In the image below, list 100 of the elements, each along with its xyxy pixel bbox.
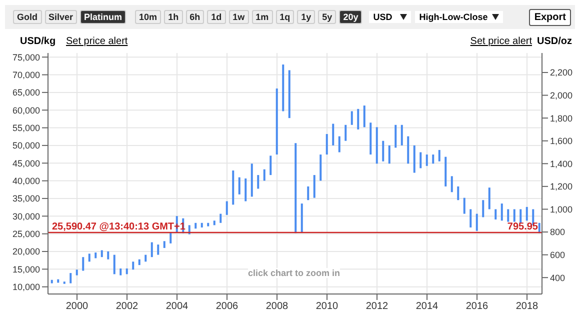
bar bbox=[438, 150, 440, 162]
y-tick-label: 45,000 bbox=[12, 158, 40, 168]
y2-tick-label: 800 bbox=[550, 227, 566, 238]
bar bbox=[120, 268, 122, 276]
y2-axis-title: USD/oz bbox=[537, 36, 572, 47]
bar bbox=[476, 214, 478, 231]
y2-tick-label: 400 bbox=[550, 272, 566, 283]
bar bbox=[213, 220, 216, 226]
y-tick-label: 60,000 bbox=[12, 105, 40, 116]
bar bbox=[338, 136, 340, 152]
bar bbox=[244, 178, 247, 202]
bar bbox=[194, 222, 197, 229]
annotation: click chart to zoom in bbox=[248, 268, 340, 278]
x-tick-label: 2014 bbox=[416, 301, 439, 312]
y-tick-label: 30,000 bbox=[12, 211, 40, 222]
bar bbox=[357, 108, 360, 130]
bar bbox=[263, 169, 266, 181]
x-tick-label: 2006 bbox=[216, 301, 239, 312]
bar bbox=[520, 209, 522, 223]
bar bbox=[232, 170, 234, 205]
bar bbox=[457, 186, 460, 200]
bar bbox=[70, 273, 72, 284]
bar bbox=[450, 176, 453, 192]
bar bbox=[313, 175, 316, 198]
bar bbox=[426, 154, 428, 166]
y2-tick-label: 1,200 bbox=[550, 182, 573, 192]
y2-tick-label: 2,200 bbox=[550, 68, 573, 78]
y-tick-label: 50,000 bbox=[12, 140, 40, 151]
text: 6h bbox=[186, 10, 204, 24]
bar bbox=[344, 124, 347, 141]
bar bbox=[513, 209, 516, 222]
bar bbox=[238, 177, 240, 194]
x-tick-label: 2018 bbox=[516, 301, 539, 312]
text: Set price alert bbox=[66, 36, 128, 47]
bar bbox=[288, 70, 290, 118]
bar bbox=[370, 122, 372, 155]
bar bbox=[363, 106, 366, 128]
text: Silver bbox=[44, 10, 78, 24]
y2-tick-label: 2,000 bbox=[550, 90, 573, 100]
text: 1d bbox=[207, 10, 226, 24]
bar bbox=[76, 270, 78, 276]
bar bbox=[157, 244, 160, 255]
x-tick-label: 2016 bbox=[466, 301, 489, 312]
bar bbox=[482, 200, 484, 218]
text: 1w bbox=[228, 10, 249, 24]
bar bbox=[88, 254, 90, 262]
bar bbox=[376, 127, 378, 164]
bar bbox=[494, 209, 497, 220]
text: USD bbox=[373, 12, 392, 22]
bar bbox=[332, 124, 334, 146]
bar bbox=[126, 268, 128, 274]
bar bbox=[294, 143, 297, 234]
y-tick-label: 25,000 bbox=[12, 229, 40, 240]
bar bbox=[163, 241, 166, 248]
text: 1h bbox=[164, 10, 183, 24]
y-tick-label: 10,000 bbox=[12, 282, 40, 292]
bar bbox=[394, 124, 397, 148]
text: High-Low-Close bbox=[419, 12, 488, 22]
bar bbox=[144, 254, 147, 262]
bar bbox=[170, 232, 172, 244]
bar bbox=[150, 242, 153, 258]
bar bbox=[132, 262, 134, 270]
bar bbox=[350, 111, 353, 125]
text: Set price alert bbox=[470, 36, 532, 47]
bar bbox=[250, 164, 253, 197]
x-tick-label: 2012 bbox=[366, 301, 389, 312]
bar bbox=[107, 251, 110, 260]
text: 5y bbox=[318, 10, 336, 24]
bar bbox=[470, 209, 472, 228]
bar bbox=[320, 154, 322, 181]
bar bbox=[207, 222, 210, 226]
y-tick-label: 40,000 bbox=[12, 176, 40, 186]
bar bbox=[200, 222, 203, 228]
y-tick-label: 55,000 bbox=[12, 122, 40, 133]
y2-tick-label: 600 bbox=[550, 250, 566, 260]
text: 1y bbox=[297, 10, 316, 24]
bar bbox=[326, 134, 328, 155]
y-tick-label: 65,000 bbox=[12, 88, 40, 98]
bar bbox=[307, 186, 310, 200]
bar bbox=[507, 209, 510, 222]
y-axis-title: USD/kg bbox=[20, 36, 56, 47]
bar bbox=[388, 145, 390, 164]
x-tick-label: 2008 bbox=[266, 301, 289, 312]
bar bbox=[138, 259, 140, 266]
x-tick-label: 2004 bbox=[166, 301, 189, 312]
bar bbox=[282, 64, 284, 112]
text: Gold bbox=[13, 10, 42, 24]
bar bbox=[463, 198, 466, 214]
bar bbox=[50, 280, 53, 284]
bar bbox=[82, 257, 84, 271]
y-tick-label: 70,000 bbox=[12, 70, 40, 80]
y-tick-label: 15,000 bbox=[12, 264, 40, 274]
x-tick-label: 2002 bbox=[116, 301, 139, 312]
text: Export bbox=[529, 8, 571, 26]
bar bbox=[407, 136, 410, 164]
y2-tick-label: 1,000 bbox=[550, 204, 573, 214]
x-tick-label: 2000 bbox=[66, 301, 89, 312]
bar bbox=[276, 88, 278, 155]
y2-tick-label: 1,400 bbox=[550, 158, 573, 169]
bar bbox=[413, 145, 416, 173]
